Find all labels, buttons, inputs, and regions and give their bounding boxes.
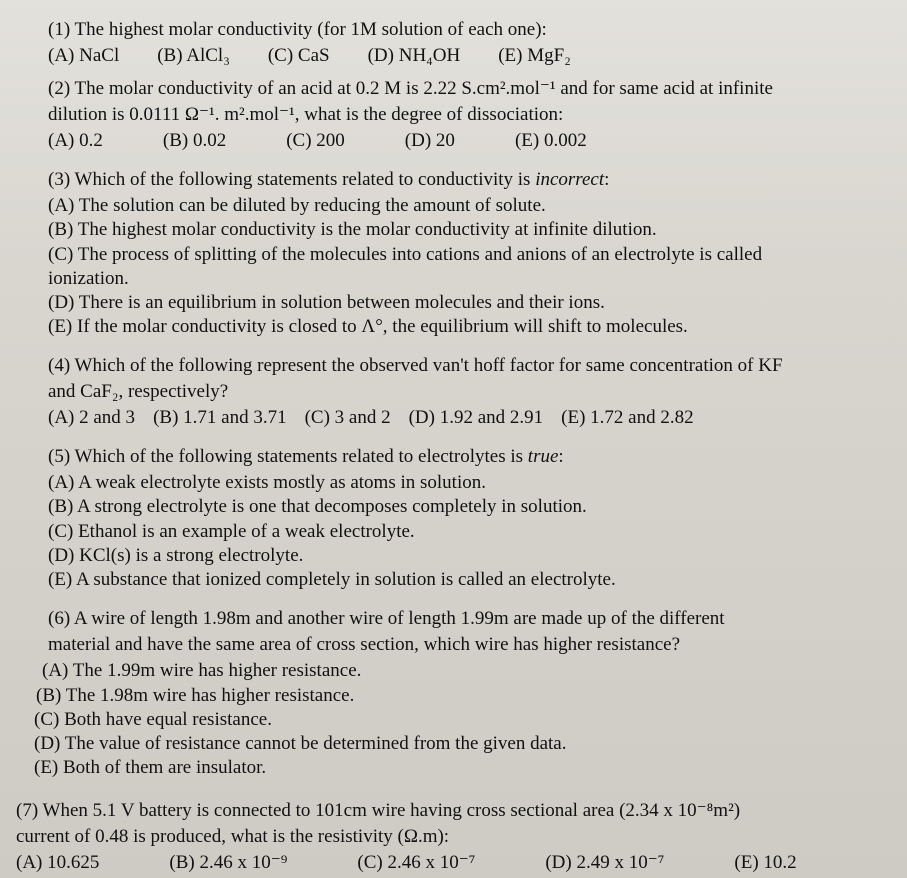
q5-opt-d: (D) KCl(s) is a strong electrolyte. (48, 544, 879, 568)
q2-stem-line1: (2) The molar conductivity of an acid at… (48, 77, 879, 101)
q4-opt-b: (B) 1.71 and 3.71 (153, 406, 287, 430)
q6-options: (A) The 1.99m wire has higher resistance… (34, 659, 879, 781)
q6-opt-e: (E) Both of them are insulator. (34, 756, 879, 780)
q2-opt-e: (E) 0.002 (515, 129, 587, 153)
q6-opt-d: (D) The value of resistance cannot be de… (34, 732, 879, 756)
question-1: (1) The highest molar conductivity (for … (48, 18, 879, 69)
q6-opt-c: (C) Both have equal resistance. (34, 708, 879, 732)
question-5: (5) Which of the following statements re… (48, 445, 879, 593)
q7-opt-d: (D) 2.49 x 10⁻⁷ (545, 851, 664, 875)
q5-opt-a: (A) A weak electrolyte exists mostly as … (48, 471, 879, 495)
q7-stem-line2: current of 0.48 is produced, what is the… (16, 825, 879, 849)
q2-opt-a: (A) 0.2 (48, 129, 103, 153)
question-6: (6) A wire of length 1.98m and another w… (34, 607, 879, 781)
q6-opt-a: (A) The 1.99m wire has higher resistance… (34, 659, 879, 683)
q3-opt-a: (A) The solution can be diluted by reduc… (48, 194, 879, 218)
q3-options: (A) The solution can be diluted by reduc… (48, 194, 879, 340)
q4-stem-line1: (4) Which of the following represent the… (48, 354, 879, 378)
q3-stem: (3) Which of the following statements re… (48, 168, 879, 192)
q3-stem-a: (3) Which of the following statements re… (48, 169, 535, 190)
q1-opt-e: (E) MgF₂ (498, 44, 571, 68)
q1-opt-b: (B) AlCl₃ (157, 44, 230, 68)
exam-page: (1) The highest molar conductivity (for … (0, 0, 907, 878)
q6-stem-line2: material and have the same area of cross… (34, 633, 879, 657)
q7-stem-line1: (7) When 5.1 V battery is connected to 1… (16, 799, 879, 823)
q5-stem: (5) Which of the following statements re… (48, 445, 879, 469)
question-4: (4) Which of the following represent the… (48, 354, 879, 431)
q3-stem-c: : (604, 169, 609, 190)
q4-opt-d: (D) 1.92 and 2.91 (409, 406, 544, 430)
question-7: (7) When 5.1 V battery is connected to 1… (16, 799, 879, 876)
q4-opt-c: (C) 3 and 2 (305, 406, 391, 430)
q3-opt-b: (B) The highest molar conductivity is th… (48, 218, 879, 242)
question-2: (2) The molar conductivity of an acid at… (48, 77, 879, 154)
q3-opt-c-line2: ionization. (48, 267, 879, 291)
q3-stem-emph: incorrect (535, 169, 604, 190)
q5-stem-a: (5) Which of the following statements re… (48, 446, 528, 467)
q2-opt-b: (B) 0.02 (163, 129, 226, 153)
q3-opt-c-line1: (C) The process of splitting of the mole… (48, 243, 879, 267)
q5-stem-c: : (558, 446, 563, 467)
q5-stem-emph: true (528, 446, 559, 467)
q1-opt-a: (A) NaCl (48, 44, 119, 68)
q6-stem-line1: (6) A wire of length 1.98m and another w… (34, 607, 879, 631)
q2-options: (A) 0.2 (B) 0.02 (C) 200 (D) 20 (E) 0.00… (48, 129, 879, 153)
q3-opt-d: (D) There is an equilibrium in solution … (48, 291, 879, 315)
q2-opt-c: (C) 200 (286, 129, 345, 153)
question-3: (3) Which of the following statements re… (48, 168, 879, 340)
q4-stem-line2: and CaF₂, respectively? (48, 380, 879, 404)
q4-opt-e: (E) 1.72 and 2.82 (561, 406, 693, 430)
q3-opt-e: (E) If the molar conductivity is closed … (48, 315, 879, 339)
q4-options: (A) 2 and 3 (B) 1.71 and 3.71 (C) 3 and … (48, 406, 879, 430)
q1-stem: (1) The highest molar conductivity (for … (48, 18, 879, 42)
q6-opt-b: (B) The 1.98m wire has higher resistance… (34, 684, 879, 708)
q5-options: (A) A weak electrolyte exists mostly as … (48, 471, 879, 593)
q1-opt-c: (C) CaS (268, 44, 330, 68)
q2-stem-line2: dilution is 0.0111 Ω⁻¹. m².mol⁻¹, what i… (48, 103, 879, 127)
q7-opt-b: (B) 2.46 x 10⁻⁹ (169, 851, 287, 875)
q5-opt-c: (C) Ethanol is an example of a weak elec… (48, 520, 879, 544)
q7-opt-e: (E) 10.2 (734, 851, 796, 875)
q2-opt-d: (D) 20 (405, 129, 455, 153)
q1-opt-d: (D) NH₄OH (368, 44, 461, 68)
q7-options: (A) 10.625 (B) 2.46 x 10⁻⁹ (C) 2.46 x 10… (16, 851, 879, 875)
q4-opt-a: (A) 2 and 3 (48, 406, 135, 430)
q1-options: (A) NaCl (B) AlCl₃ (C) CaS (D) NH₄OH (E)… (48, 44, 879, 68)
q5-opt-e: (E) A substance that ionized completely … (48, 568, 879, 592)
q7-opt-c: (C) 2.46 x 10⁻⁷ (357, 851, 475, 875)
q5-opt-b: (B) A strong electrolyte is one that dec… (48, 495, 879, 519)
q7-opt-a: (A) 10.625 (16, 851, 99, 875)
